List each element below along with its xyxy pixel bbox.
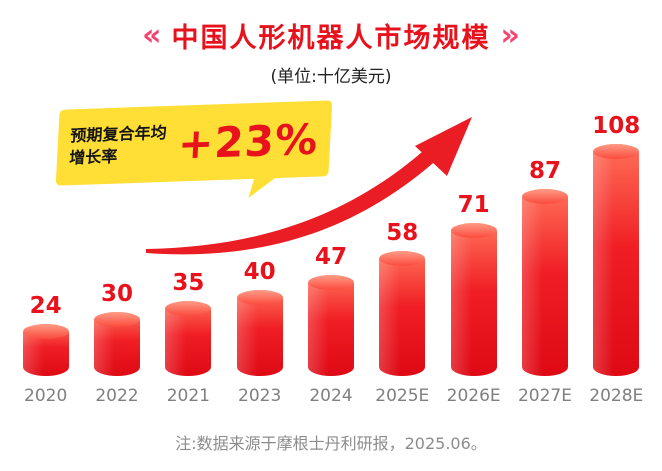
cagr-label-line1: 预期复合年均 [69, 122, 168, 145]
bar-column: 108 2028E [581, 113, 652, 410]
bar-value-label: 71 [457, 192, 490, 218]
bar-value-label: 35 [172, 270, 205, 296]
bar [165, 301, 212, 376]
bar-column: 30 2022 [81, 281, 152, 410]
bar-value-label: 108 [592, 113, 641, 139]
chart-title: 中国人形机器人市场规模 [171, 23, 491, 54]
cagr-callout: 预期复合年均 增长率 +23% [55, 100, 333, 186]
bar [450, 223, 497, 376]
x-axis-label: 2021 [166, 386, 210, 406]
x-axis-label: 2022 [95, 386, 139, 406]
bar-column: 24 2020 [10, 293, 81, 410]
chart-title-row: « 中国人形机器人市场规模 » [0, 16, 662, 55]
cagr-label-line2: 增长率 [68, 146, 118, 168]
bar-column: 35 2021 [153, 270, 224, 410]
bar [593, 144, 640, 376]
x-axis-label: 2025E [375, 386, 430, 406]
bar-value-label: 58 [386, 220, 419, 246]
bar [93, 312, 140, 376]
bar-chart: 预期复合年均 增长率 +23% 24 2020 30 2022 35 2021 40 2023… [10, 95, 652, 410]
cagr-callout-label: 预期复合年均 增长率 [69, 122, 168, 170]
bar-column: 40 2023 [224, 259, 295, 410]
bar [521, 189, 568, 376]
bar-column: 87 2027E [509, 158, 580, 410]
bar-column: 58 2025E [367, 220, 438, 410]
x-axis-label: 2027E [517, 386, 572, 406]
source-note: 注:数据来源于摩根士丹利研报，2025.06。 [175, 434, 487, 453]
right-chevrons-icon: » [500, 18, 520, 53]
bar [22, 324, 69, 376]
left-chevrons-icon: « [142, 18, 162, 53]
x-axis-label: 2026E [446, 386, 501, 406]
unit-label: (单位:十亿美元) [270, 67, 392, 87]
bar-column: 71 2026E [438, 192, 509, 410]
bar-column: 47 2024 [295, 244, 366, 410]
bar [379, 251, 426, 376]
x-axis-label: 2023 [238, 386, 282, 406]
x-axis-label: 2020 [24, 386, 68, 406]
bar [236, 290, 283, 376]
bar-value-label: 87 [528, 158, 561, 184]
x-axis-label: 2028E [589, 386, 644, 406]
x-axis-label: 2024 [309, 386, 353, 406]
bar-value-label: 24 [29, 293, 62, 319]
bar-value-label: 30 [100, 281, 133, 307]
bar-value-label: 47 [314, 244, 347, 270]
bar-value-label: 40 [243, 259, 276, 285]
bar-columns: 24 2020 30 2022 35 2021 40 2023 47 2024 58 2025E 71 2… [10, 113, 652, 410]
bar [307, 275, 354, 376]
cagr-value: +23% [176, 114, 320, 169]
